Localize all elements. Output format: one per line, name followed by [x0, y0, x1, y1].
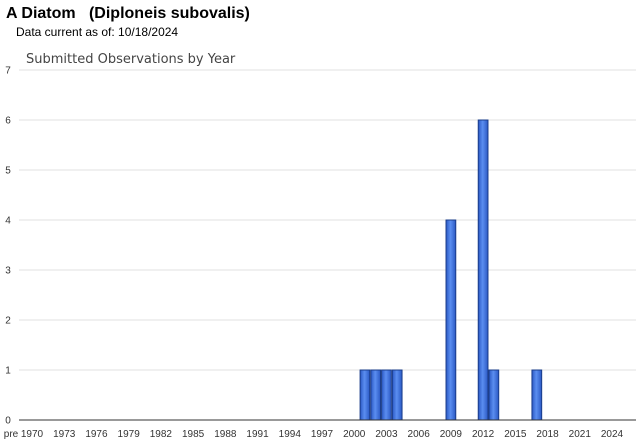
bar-2009: [445, 219, 457, 421]
x-tick-label: 2003: [375, 429, 398, 440]
bar-2013: [488, 369, 500, 421]
x-tick-label: 1982: [150, 429, 173, 440]
x-tick-label: 2000: [343, 429, 366, 440]
x-tick-label: 2024: [601, 429, 624, 440]
bar-2002: [370, 369, 382, 421]
x-tick-label: 2009: [440, 429, 463, 440]
y-tick-label: 2: [5, 316, 11, 327]
x-tick-label: 1988: [214, 429, 237, 440]
chart-title: Submitted Observations by Year: [26, 52, 236, 67]
x-tick-label: 1973: [53, 429, 76, 440]
y-tick-label: 3: [5, 266, 11, 277]
x-tick-label: 1970: [21, 429, 44, 440]
x-tick-label: 1985: [182, 429, 205, 440]
bar-2004: [391, 369, 403, 421]
y-tick-label: 4: [5, 216, 11, 227]
y-tick-label: 0: [5, 416, 11, 427]
x-tick-label: 1997: [311, 429, 334, 440]
x-axis-ticks: pre 1970 1973 1976 1979 1982 1985 1988 1991 1994 1…: [4, 429, 624, 440]
x-tick-label: 2006: [408, 429, 431, 440]
x-tick-label: 2012: [472, 429, 495, 440]
y-tick-label: 6: [5, 116, 11, 127]
x-tick-label: 2018: [536, 429, 559, 440]
bar-2017: [531, 369, 543, 421]
y-tick-label: 1: [5, 366, 11, 377]
x-tick-label: 1994: [279, 429, 302, 440]
data-current-date: Data current as of: 10/18/2024: [16, 25, 179, 39]
x-tick-label: 1976: [85, 429, 108, 440]
bars: [359, 119, 543, 421]
y-tick-label: 7: [5, 66, 11, 77]
x-tick-label: 1979: [118, 429, 141, 440]
species-title: A Diatom (Diploneis subovalis): [6, 5, 250, 22]
x-tick-label: pre: [4, 429, 19, 440]
x-tick-label: 2021: [569, 429, 592, 440]
grid-lines: [19, 69, 636, 371]
bar-2012: [477, 119, 489, 421]
x-tick-label: 2015: [504, 429, 527, 440]
y-tick-label: 5: [5, 166, 11, 177]
y-axis-ticks: 0 1 2 3 4 5 6 7: [5, 66, 11, 427]
bar-2001: [359, 369, 371, 421]
bar-2003: [381, 369, 392, 421]
x-tick-label: 1991: [246, 429, 269, 440]
